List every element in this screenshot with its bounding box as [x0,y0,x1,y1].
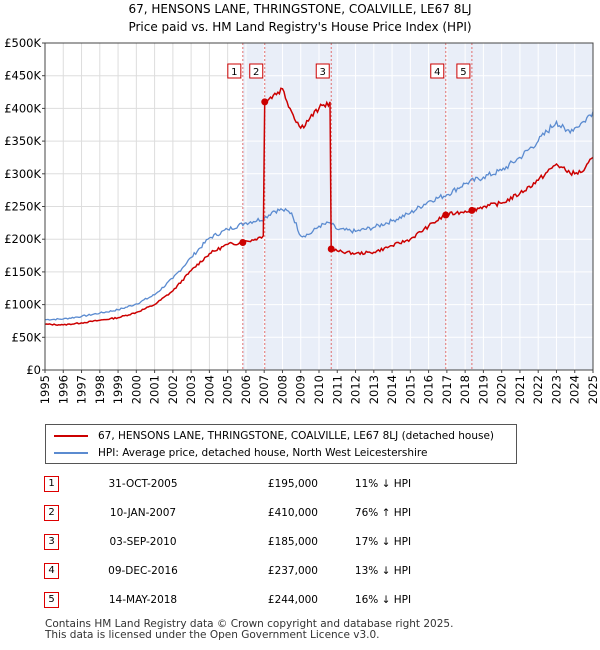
legend-swatch-property [54,435,88,437]
y-tick-label: £150K [4,265,41,279]
table-row: 3 03-SEP-2010 £185,000 17% ↓ HPI [38,527,448,556]
sale-label: 3 [320,67,326,78]
x-tick-label: 2000 [129,375,143,404]
y-tick-label: £50K [12,330,42,344]
y-tick-label: £350K [4,134,41,148]
x-tick-label: 2023 [549,375,563,404]
x-tick-label: 1997 [75,375,89,404]
x-tick-label: 1996 [56,375,70,404]
sale-label: 4 [434,67,440,78]
sale-number-badge: 5 [44,591,59,608]
x-tick-label: 2011 [330,375,344,404]
x-tick-label: 2024 [568,375,582,404]
y-tick-label: £250K [4,200,41,214]
x-tick-label: 1995 [38,375,52,404]
x-tick-label: 2008 [275,375,289,404]
sales-table: 1 31-OCT-2005 £195,000 11% ↓ HPI 2 10-JAN-200… [38,469,448,614]
sale-point [442,211,450,219]
y-tick-label: £100K [4,298,41,312]
sale-date: 09-DEC-2016 [108,564,178,577]
x-tick-label: 2017 [440,375,454,404]
sale-price: £410,000 [267,506,318,519]
sale-hpi-diff: 16% ↓ HPI [354,593,412,606]
sale-label-box [249,63,264,79]
x-tick-label: 1999 [111,375,125,404]
sale-price: £195,000 [267,477,318,490]
sale-label-box [430,63,445,79]
x-tick-label: 2020 [495,375,509,404]
sale-label: 2 [253,67,259,78]
x-tick-label: 2021 [513,375,527,404]
x-tick-label: 2007 [257,375,271,404]
sale-label-box [227,63,242,79]
sale-number-badge: 1 [44,475,59,492]
y-tick-label: £500K [4,36,41,50]
x-tick-label: 2009 [294,375,308,404]
y-tick-label: £300K [4,167,41,181]
legend-label-property: 67, HENSONS LANE, THRINGSTONE, COALVILLE… [98,430,494,442]
sale-price: £244,000 [267,593,318,606]
x-tick-label: 2006 [239,375,253,404]
sale-label-box [456,63,471,79]
x-tick-label: 2022 [531,375,545,404]
x-tick-label: 2012 [349,375,363,404]
sale-label: 1 [231,67,237,78]
chart-legend: 67, HENSONS LANE, THRINGSTONE, COALVILLE… [45,424,517,464]
table-row: 4 09-DEC-2016 £237,000 13% ↓ HPI [38,556,448,585]
series-line-hpi [45,111,594,321]
sale-price: £237,000 [267,564,318,577]
x-tick-label: 2015 [403,375,417,404]
sale-point [261,98,269,106]
legend-item-property: 67, HENSONS LANE, THRINGSTONE, COALVILLE… [54,428,494,444]
legend-label-hpi: HPI: Average price, detached house, Nort… [98,447,428,459]
footer-licence: This data is licensed under the Open Gov… [45,629,380,641]
x-tick-label: 2010 [312,375,326,404]
sale-date: 31-OCT-2005 [108,477,178,490]
x-tick-label: 2019 [476,375,490,404]
sale-number-badge: 3 [44,533,59,550]
sale-label-box [315,63,330,79]
y-tick-label: £400K [4,101,41,115]
table-row: 1 31-OCT-2005 £195,000 11% ↓ HPI [38,469,448,498]
sale-number-badge: 2 [44,504,59,521]
footer: Contains HM Land Registry data © Crown c… [45,619,453,641]
sale-point [327,245,335,253]
legend-item-hpi: HPI: Average price, detached house, Nort… [54,445,427,461]
sale-price: £185,000 [267,535,318,548]
sale-date: 10-JAN-2007 [109,506,177,519]
chart-title: 67, HENSONS LANE, THRINGSTONE, COALVILLE… [128,2,472,16]
table-row: 2 10-JAN-2007 £410,000 76% ↑ HPI [38,498,448,527]
x-tick-label: 2005 [221,375,235,404]
y-tick-label: £200K [4,232,41,246]
sale-number-badge: 4 [44,562,59,579]
x-tick-label: 2003 [184,375,198,404]
price-chart: 1 2 3 4 5 £0 £50K £100K £150K £200K £250K £300K £35… [4,36,600,404]
x-tick-label: 1998 [93,375,107,404]
chart-subtitle: Price paid vs. HM Land Registry's House … [128,20,472,34]
x-tick-label: 2025 [586,375,600,404]
sale-hpi-diff: 13% ↓ HPI [354,564,412,577]
sale-point [468,206,476,214]
footer-copyright: Contains HM Land Registry data © Crown c… [45,618,454,630]
legend-swatch-hpi [54,452,88,454]
x-tick-label: 2013 [367,375,381,404]
y-tick-label: £450K [4,69,41,83]
sale-hpi-diff: 11% ↓ HPI [354,477,412,490]
sale-hpi-diff: 76% ↑ HPI [354,506,412,519]
sale-point [239,238,247,246]
y-tick-label: £0 [26,363,41,377]
x-tick-label: 2002 [166,375,180,404]
table-row: 5 14-MAY-2018 £244,000 16% ↓ HPI [38,585,448,614]
series-line-property [44,87,594,326]
x-tick-label: 2014 [385,375,399,404]
sale-date: 03-SEP-2010 [109,535,177,548]
x-tick-label: 2018 [458,375,472,404]
x-tick-label: 2016 [422,375,436,404]
sale-date: 14-MAY-2018 [108,593,178,606]
x-tick-label: 2004 [202,375,216,404]
sale-label: 5 [460,67,466,78]
sale-hpi-diff: 17% ↓ HPI [354,535,412,548]
x-tick-label: 2001 [148,375,162,404]
